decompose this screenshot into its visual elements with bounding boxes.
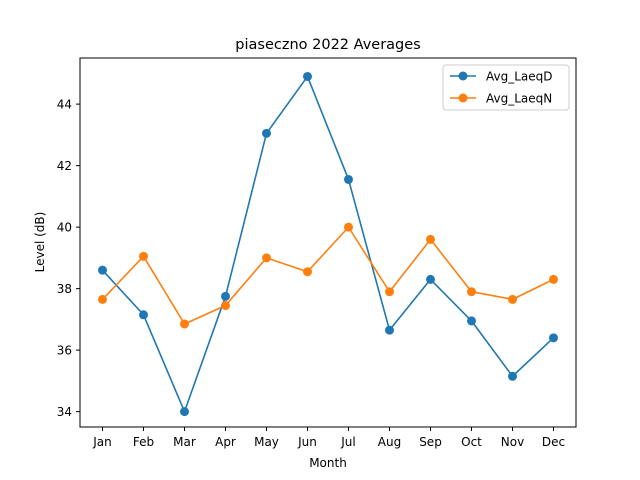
x-tick-label: Jan (92, 435, 112, 449)
data-point-Avg_LaeqD (426, 274, 435, 284)
legend-label: Avg_LaeqN (486, 92, 552, 106)
data-point-Avg_LaeqN (467, 287, 476, 297)
y-tick-label: 42 (57, 159, 72, 173)
data-point-Avg_LaeqN (221, 301, 230, 311)
series-line-Avg_LaeqN (101, 226, 554, 325)
data-point-Avg_LaeqD (180, 407, 189, 417)
x-tick-label: Feb (133, 435, 154, 449)
x-axis-label: Month (309, 456, 347, 470)
y-tick-label: 44 (57, 98, 72, 112)
y-axis-label: Level (dB) (33, 212, 47, 273)
data-point-Avg_LaeqN (508, 294, 517, 304)
y-tick-label: 34 (57, 405, 72, 419)
data-point-Avg_LaeqD (139, 310, 148, 320)
x-tick-label: Jun (297, 435, 317, 449)
y-axis: 34 36 38 40 42 44 (57, 98, 80, 419)
data-point-Avg_LaeqN (549, 274, 558, 284)
data-point-Avg_LaeqD (344, 174, 353, 184)
data-point-Avg_LaeqD (508, 371, 517, 381)
x-tick-label: Mar (173, 435, 196, 449)
data-point-Avg_LaeqN (426, 234, 435, 244)
legend-marker (458, 71, 468, 81)
x-tick-label: Nov (501, 435, 524, 449)
plot-area (98, 71, 558, 417)
data-point-Avg_LaeqD (221, 291, 230, 301)
x-tick-label: May (254, 435, 279, 449)
data-point-Avg_LaeqN (344, 222, 353, 232)
legend-label: Avg_LaeqD (486, 70, 553, 84)
data-point-Avg_LaeqD (303, 71, 312, 81)
y-tick-label: 36 (57, 344, 72, 358)
legend: Avg_LaeqD Avg_LaeqN (442, 64, 570, 111)
data-point-Avg_LaeqN (139, 251, 148, 261)
plot-frame (79, 57, 577, 428)
data-point-Avg_LaeqN (303, 267, 312, 277)
data-point-Avg_LaeqD (98, 265, 107, 275)
x-axis: Jan Feb Mar Apr May Jun Jul Aug Sep Oct Nov Dec (92, 427, 565, 449)
x-tick-label: Dec (542, 435, 565, 449)
x-tick-label: Oct (461, 435, 482, 449)
y-tick-label: 40 (57, 221, 72, 235)
data-point-Avg_LaeqN (98, 294, 107, 304)
data-point-Avg_LaeqN (262, 253, 271, 263)
data-point-Avg_LaeqD (549, 333, 558, 343)
x-tick-label: Sep (419, 435, 442, 449)
data-point-Avg_LaeqD (467, 316, 476, 326)
data-point-Avg_LaeqN (385, 287, 394, 297)
chart-title: piaseczno 2022 Averages (235, 37, 420, 53)
data-point-Avg_LaeqD (262, 128, 271, 138)
y-tick-label: 38 (57, 282, 72, 296)
x-tick-label: Apr (215, 435, 236, 449)
x-tick-label: Aug (378, 435, 401, 449)
data-point-Avg_LaeqN (180, 319, 189, 329)
x-tick-label: Jul (340, 435, 355, 449)
series-line-Avg_LaeqD (101, 75, 555, 413)
data-point-Avg_LaeqD (385, 325, 394, 335)
legend-marker (458, 93, 468, 103)
